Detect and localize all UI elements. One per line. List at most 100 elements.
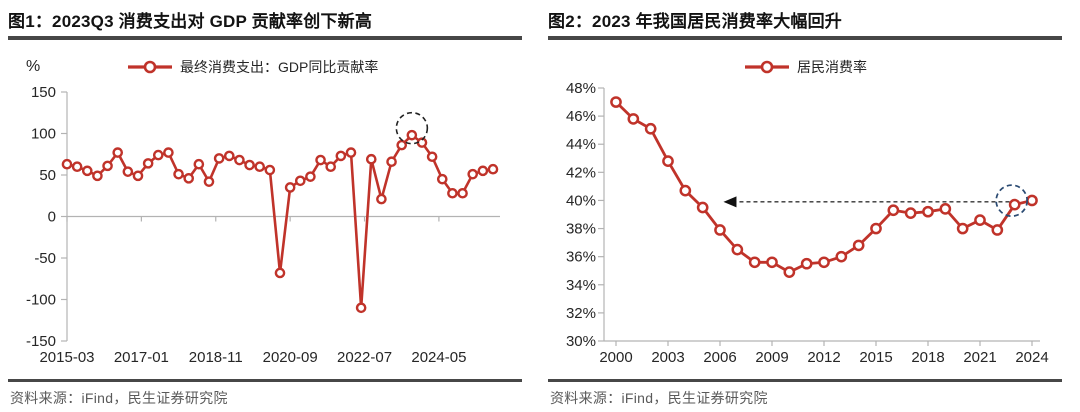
y-axis-tick-label: 30% — [566, 333, 596, 350]
data-point — [376, 193, 387, 205]
chart1-title-rule — [8, 36, 522, 40]
data-point — [887, 204, 900, 217]
legend-label: 居民消费率 — [797, 59, 867, 75]
y-axis-tick-label: 50 — [39, 167, 56, 184]
x-axis-tick-label: 2018 — [911, 349, 944, 366]
data-point — [835, 250, 848, 263]
y-axis-tick-label: -100 — [26, 292, 56, 309]
data-point — [203, 176, 215, 187]
data-point — [294, 175, 306, 187]
data-point — [132, 170, 144, 182]
chart2-source: 资料来源：iFind，民生证券研究院 — [550, 390, 768, 406]
data-point — [61, 158, 73, 170]
data-point — [610, 96, 622, 108]
data-point — [939, 203, 952, 215]
data-point — [102, 160, 113, 172]
data-point — [142, 158, 154, 169]
x-axis-tick-label: 2012 — [807, 349, 840, 366]
x-axis-tick-label: 2000 — [599, 349, 632, 366]
data-point — [696, 201, 709, 214]
data-point — [956, 222, 969, 235]
y-axis-tick-label: 48% — [566, 80, 596, 97]
data-point — [325, 161, 337, 172]
chart2-title: 图2：2023 年我国居民消费率大幅回升 — [548, 12, 842, 31]
data-point — [274, 267, 286, 279]
series-line — [615, 101, 1033, 274]
x-axis-tick-label: 2020-09 — [263, 349, 318, 366]
data-point — [679, 184, 692, 197]
data-point — [71, 161, 83, 172]
data-point — [152, 149, 164, 161]
data-point — [457, 187, 468, 199]
y-axis-tick-label: 150 — [31, 84, 56, 101]
data-point — [627, 113, 640, 125]
y-axis-tick-label: 42% — [566, 164, 596, 181]
data-point — [315, 154, 326, 166]
y-axis-tick-label: 38% — [566, 221, 596, 238]
data-point — [183, 173, 195, 184]
x-axis-tick-label: 2009 — [755, 349, 788, 366]
panel-chart2: 图2：2023 年我国居民消费率大幅回升 48% 46% 44% 42% 40% 38% 3… — [540, 0, 1080, 412]
data-point — [345, 147, 357, 158]
data-point — [163, 147, 174, 158]
chart2-source-rule — [548, 379, 1062, 382]
data-point — [305, 171, 316, 182]
data-point — [193, 158, 205, 170]
y-axis-tick-label: 32% — [566, 305, 596, 322]
data-point — [173, 168, 184, 180]
chart1-title: 图1：2023Q3 消费支出对 GDP 贡献率创下新高 — [8, 12, 373, 31]
data-point — [1026, 194, 1038, 207]
panel-chart1: 图1：2023Q3 消费支出对 GDP 贡献率创下新高 150 100 50 0 -50… — [8, 12, 522, 406]
data-point — [447, 187, 458, 199]
chart1-consumption-gdp-contribution-plot: 150 100 50 0 -50 -100 -150% 2015-03 2017-01 2018-… — [26, 58, 500, 366]
y-axis-tick-label: 44% — [566, 136, 596, 153]
legend-marker — [760, 60, 774, 74]
x-axis-tick-label: 2024-05 — [411, 349, 466, 366]
data-point — [644, 122, 657, 135]
x-axis-tick-label: 2003 — [651, 349, 684, 366]
x-axis-tick-label: 2015-03 — [39, 349, 94, 366]
data-point — [748, 256, 761, 269]
data-point — [213, 153, 225, 164]
data-point — [852, 239, 865, 252]
data-point — [335, 150, 347, 162]
data-point — [122, 166, 134, 177]
data-point — [81, 165, 93, 177]
data-point — [355, 302, 367, 314]
chart1-source: 资料来源：iFind，民生证券研究院 — [10, 390, 228, 406]
x-axis-tick-label: 2015 — [859, 349, 892, 366]
y-axis-tick-label: -150 — [26, 333, 56, 350]
data-point — [365, 153, 377, 165]
data-point — [467, 168, 479, 180]
data-point — [714, 224, 726, 236]
chart2-title-rule — [548, 36, 1062, 40]
chart2-household-consumption-rate-plot: 48% 46% 44% 42% 40% 38% 36% 34% 32% 30%2000 2003 20… — [566, 59, 1049, 366]
data-point — [662, 155, 674, 167]
x-axis-tick-label: 2021 — [963, 349, 996, 366]
x-axis-tick-label: 2018-11 — [189, 349, 243, 366]
data-point — [284, 182, 296, 193]
y-axis-tick-label: 36% — [566, 249, 596, 266]
highlight-dashed-circle — [995, 184, 1029, 218]
data-point — [991, 224, 1004, 236]
y-axis-tick-label: 0 — [48, 209, 56, 226]
data-point — [766, 256, 778, 269]
x-axis-tick-label: 2022-07 — [337, 349, 392, 366]
x-axis-tick-label: 2006 — [703, 349, 736, 366]
data-point — [436, 173, 448, 185]
data-point — [92, 170, 103, 182]
y-axis-tick-label: 100 — [31, 126, 56, 143]
data-point — [264, 164, 276, 176]
y-axis-tick-label: -50 — [34, 250, 56, 267]
legend-marker — [143, 60, 157, 74]
data-point — [783, 266, 796, 278]
data-point — [870, 222, 882, 235]
data-point — [234, 154, 245, 166]
data-point — [254, 161, 266, 172]
data-point — [818, 256, 830, 269]
data-point — [244, 159, 255, 171]
data-point — [974, 214, 986, 226]
x-axis-tick-label: 2024 — [1015, 349, 1048, 366]
data-point — [406, 129, 418, 141]
